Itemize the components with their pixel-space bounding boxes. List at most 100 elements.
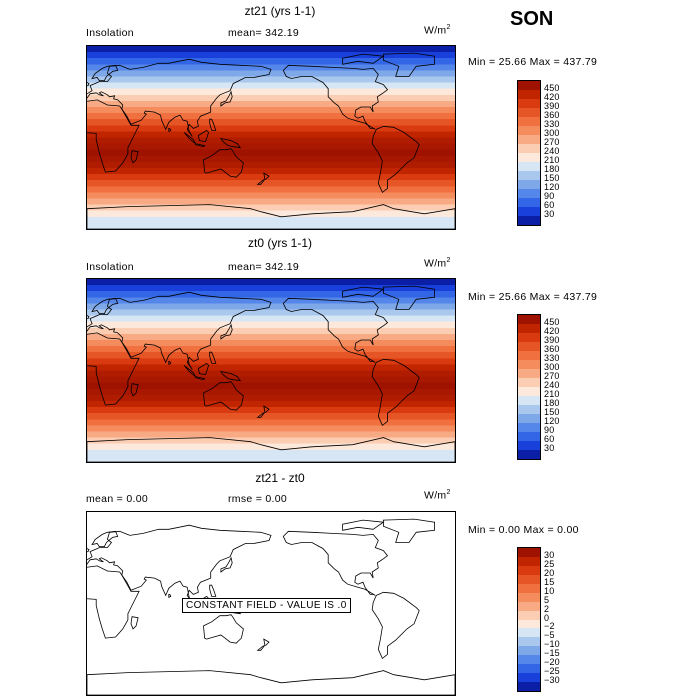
panel-3-colorbar [517, 547, 541, 692]
colorbar-tick-label: 300 [544, 128, 560, 138]
colorbar-swatch [518, 637, 540, 647]
colorbar-swatch [518, 628, 540, 638]
colorbar-tick-label: 25 [544, 558, 555, 569]
colorbar-tick-label: 390 [544, 335, 560, 345]
colorbar-swatch [518, 162, 540, 171]
colorbar-tick-label: 270 [544, 137, 560, 147]
colorbar-swatch [518, 207, 540, 216]
colorbar-tick-label: 120 [544, 416, 560, 426]
colorbar-swatch [518, 655, 540, 665]
colorbar-swatch [518, 135, 540, 144]
colorbar-swatch [518, 583, 540, 593]
colorbar-tick-label: 150 [544, 407, 560, 417]
panel-2-map [86, 278, 456, 463]
colorbar-tick-label: −30 [544, 675, 560, 686]
colorbar-tick-label: 2 [544, 603, 550, 614]
colorbar-swatch [518, 126, 540, 135]
colorbar-swatch [518, 315, 540, 324]
panel-3-rmse: rmse = 0.00 [228, 493, 288, 505]
colorbar-tick-label: 30 [544, 549, 555, 560]
panel-1-colorbar [517, 80, 541, 226]
colorbar-swatch [518, 189, 540, 198]
colorbar-tick-label: 90 [544, 425, 555, 435]
panel-1-title: zt21 (yrs 1-1) [244, 4, 316, 18]
colorbar-swatch [518, 646, 540, 656]
colorbar-swatch [518, 153, 540, 162]
colorbar-tick-label: 180 [544, 398, 560, 408]
colorbar-swatch [518, 556, 540, 566]
panel-2-units: W/m2 [424, 257, 451, 270]
colorbar-swatch [518, 396, 540, 405]
colorbar-tick-label: 330 [544, 119, 560, 129]
colorbar-swatch [518, 369, 540, 378]
colorbar-tick-label: 420 [544, 92, 560, 102]
colorbar-swatch [518, 198, 540, 207]
colorbar-tick-label: 150 [544, 173, 560, 183]
colorbar-tick-label: 10 [544, 585, 555, 596]
colorbar-swatch [518, 378, 540, 387]
colorbar-tick-label: 360 [544, 344, 560, 354]
colorbar-swatch [518, 405, 540, 414]
panel-1-units: W/m2 [424, 24, 451, 37]
colorbar-tick-label: 120 [544, 182, 560, 192]
colorbar-tick-label: −15 [544, 648, 560, 659]
colorbar-tick-label: 270 [544, 371, 560, 381]
colorbar-swatch [518, 216, 540, 225]
panel-3-coastlines [87, 518, 455, 695]
colorbar-tick-label: 420 [544, 326, 560, 336]
panel-1-field-label: Insolation [86, 27, 134, 39]
colorbar-tick-label: 450 [544, 317, 560, 327]
colorbar-tick-label: 15 [544, 576, 555, 587]
colorbar-tick-label: 240 [544, 146, 560, 156]
colorbar-tick-label: 30 [544, 209, 555, 219]
colorbar-swatch [518, 324, 540, 333]
colorbar-tick-label: 20 [544, 567, 555, 578]
colorbar-swatch [518, 81, 540, 90]
colorbar-tick-label: 0 [544, 612, 550, 623]
colorbar-tick-label: 210 [544, 155, 560, 165]
season-label: SON [510, 8, 554, 30]
colorbar-tick-label: −10 [544, 639, 560, 650]
colorbar-swatch [518, 108, 540, 117]
colorbar-swatch [518, 414, 540, 423]
colorbar-swatch [518, 342, 540, 351]
colorbar-swatch [518, 610, 540, 620]
panel-1-minmax: Min = 25.66 Max = 437.79 [468, 56, 598, 68]
constant-field-note: CONSTANT FIELD - VALUE IS .0 [182, 598, 351, 613]
colorbar-tick-label: 360 [544, 110, 560, 120]
colorbar-tick-label: 330 [544, 353, 560, 363]
colorbar-tick-label: 300 [544, 362, 560, 372]
colorbar-swatch [518, 548, 540, 557]
colorbar-tick-label: −2 [544, 621, 555, 632]
colorbar-swatch [518, 423, 540, 432]
colorbar-swatch [518, 592, 540, 602]
colorbar-swatch [518, 117, 540, 126]
colorbar-swatch [518, 432, 540, 441]
colorbar-swatch [518, 664, 540, 674]
colorbar-swatch [518, 565, 540, 575]
colorbar-tick-label: 210 [544, 389, 560, 399]
colorbar-swatch [518, 351, 540, 360]
panel-3-title: zt21 - zt0 [255, 471, 305, 485]
panel-2-insolation-field [87, 279, 455, 462]
colorbar-swatch [518, 333, 540, 342]
panel-1-mean: mean= 342.19 [228, 27, 300, 39]
colorbar-swatch [518, 673, 540, 683]
colorbar-tick-label: 90 [544, 191, 555, 201]
colorbar-swatch [518, 574, 540, 584]
colorbar-swatch [518, 682, 540, 691]
colorbar-tick-label: 60 [544, 200, 555, 210]
panel-3-minmax: Min = 0.00 Max = 0.00 [468, 524, 579, 536]
panel-2-coastlines [87, 285, 455, 462]
colorbar-swatch [518, 619, 540, 629]
colorbar-swatch [518, 601, 540, 611]
colorbar-tick-label: 30 [544, 443, 555, 453]
panel-2-mean: mean= 342.19 [228, 261, 300, 273]
colorbar-swatch [518, 387, 540, 396]
colorbar-tick-label: −5 [544, 630, 555, 641]
colorbar-tick-label: 60 [544, 434, 555, 444]
panel-3-mean: mean = 0.00 [86, 493, 148, 505]
panel-3-units: W/m2 [424, 489, 451, 502]
colorbar-tick-label: 450 [544, 83, 560, 93]
panel-2-colorbar [517, 314, 541, 460]
